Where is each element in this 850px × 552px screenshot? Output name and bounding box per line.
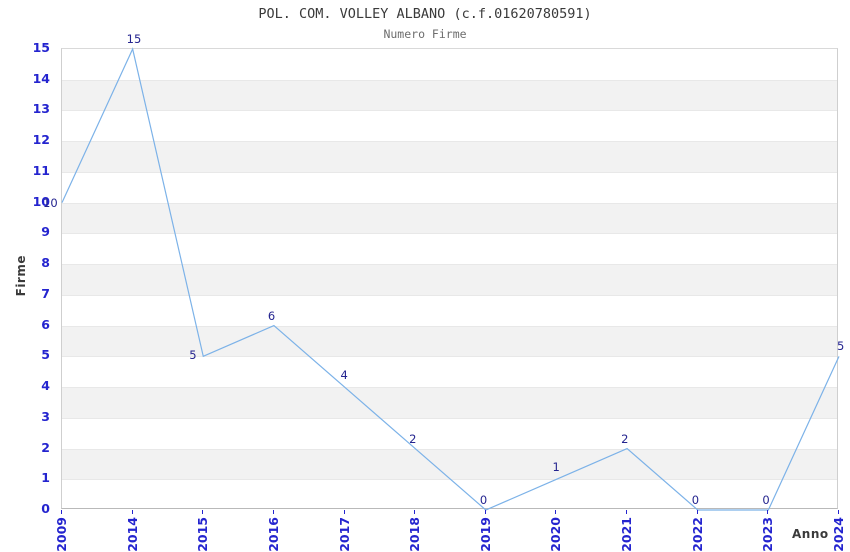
plot-area	[61, 47, 840, 511]
y-axis-tick-label: 12	[32, 132, 50, 148]
gridline	[62, 141, 837, 143]
x-axis-tick	[414, 510, 416, 514]
plot-band	[62, 141, 837, 172]
gridline	[62, 448, 837, 450]
y-axis-tick-label: 6	[41, 316, 50, 332]
gridline	[62, 233, 837, 235]
y-axis-tick-label: 7	[41, 285, 50, 301]
data-point-label: 0	[691, 493, 700, 507]
data-point-label: 6	[267, 308, 276, 323]
gridline	[62, 417, 837, 419]
gridline	[62, 294, 837, 296]
data-point-label: 15	[126, 32, 142, 46]
data-point-label: 5	[837, 339, 845, 354]
x-axis-tick	[61, 510, 62, 514]
plot-band	[62, 325, 837, 357]
x-axis-tick	[838, 510, 839, 514]
gridline	[62, 202, 837, 204]
x-axis-tick-label: 2018	[407, 517, 423, 552]
data-point-label: 4	[340, 368, 348, 383]
data-point-label: 10	[43, 195, 58, 210]
gridline	[62, 356, 837, 358]
x-axis-tick-label: 2021	[619, 517, 635, 552]
x-axis-tick-label: 2014	[124, 517, 140, 552]
x-axis-tick	[555, 510, 557, 514]
gridline	[62, 264, 837, 266]
data-point-label: 2	[409, 431, 417, 446]
plot-band	[62, 264, 837, 295]
gridline	[62, 171, 837, 173]
y-axis-tick-label: 9	[41, 224, 50, 240]
plot-band	[62, 448, 837, 480]
x-axis-tick-label: 2020	[548, 517, 564, 552]
data-point-label: 2	[621, 431, 629, 446]
x-axis-tick	[131, 510, 133, 514]
chart-title: POL. COM. VOLLEY ALBANO (c.f.01620780591…	[258, 6, 592, 22]
y-axis-tick-label: 1	[41, 470, 50, 486]
x-axis-tick	[767, 510, 769, 514]
data-point-label: 0	[479, 493, 488, 507]
x-axis-tick-label: 2019	[477, 517, 493, 552]
y-axis-tick-label: 15	[32, 40, 50, 55]
gridline	[62, 325, 837, 327]
x-axis-tick	[626, 510, 628, 514]
y-axis-tick-label: 10	[32, 193, 50, 209]
gridline	[62, 479, 837, 481]
plot-band	[62, 79, 837, 111]
gridline	[62, 79, 837, 81]
y-axis-tick-label: 4	[41, 378, 50, 394]
plot-band	[62, 202, 837, 234]
y-axis-tick-label: 11	[32, 162, 50, 178]
x-axis-tick	[272, 510, 274, 514]
y-axis-tick-label: 14	[32, 70, 50, 86]
plot-band	[62, 387, 837, 418]
series-line	[61, 47, 840, 511]
y-axis-tick-label: 0	[41, 501, 50, 516]
y-axis-tick-label: 8	[41, 255, 50, 271]
x-axis-tick	[696, 510, 698, 514]
gridline	[62, 110, 837, 112]
x-axis-tick	[484, 510, 486, 514]
x-axis-tick-label: 2015	[195, 517, 211, 552]
y-axis-tick-label: 5	[41, 347, 50, 363]
x-axis-tick-label: 2024	[831, 517, 846, 552]
x-axis-tick	[202, 510, 204, 514]
x-axis-tick-label: 2022	[689, 517, 705, 552]
x-axis-tick-label: 2017	[336, 517, 352, 552]
data-point-label: 1	[552, 460, 560, 475]
y-axis-tick-label: 3	[41, 408, 50, 424]
chart-subtitle: Numero Firme	[383, 27, 467, 41]
data-point-label: 5	[189, 348, 197, 363]
y-axis-tick-label: 2	[41, 439, 50, 455]
data-point-label: 0	[762, 493, 770, 507]
x-axis-tick-label: 2023	[760, 517, 776, 552]
gridline	[62, 387, 837, 389]
x-axis-tick-label: 2009	[54, 517, 69, 552]
x-axis-title: Anno	[792, 527, 829, 541]
x-axis-tick	[343, 510, 345, 514]
x-axis-tick-label: 2016	[265, 517, 281, 552]
y-axis-tick-label: 13	[32, 101, 50, 117]
